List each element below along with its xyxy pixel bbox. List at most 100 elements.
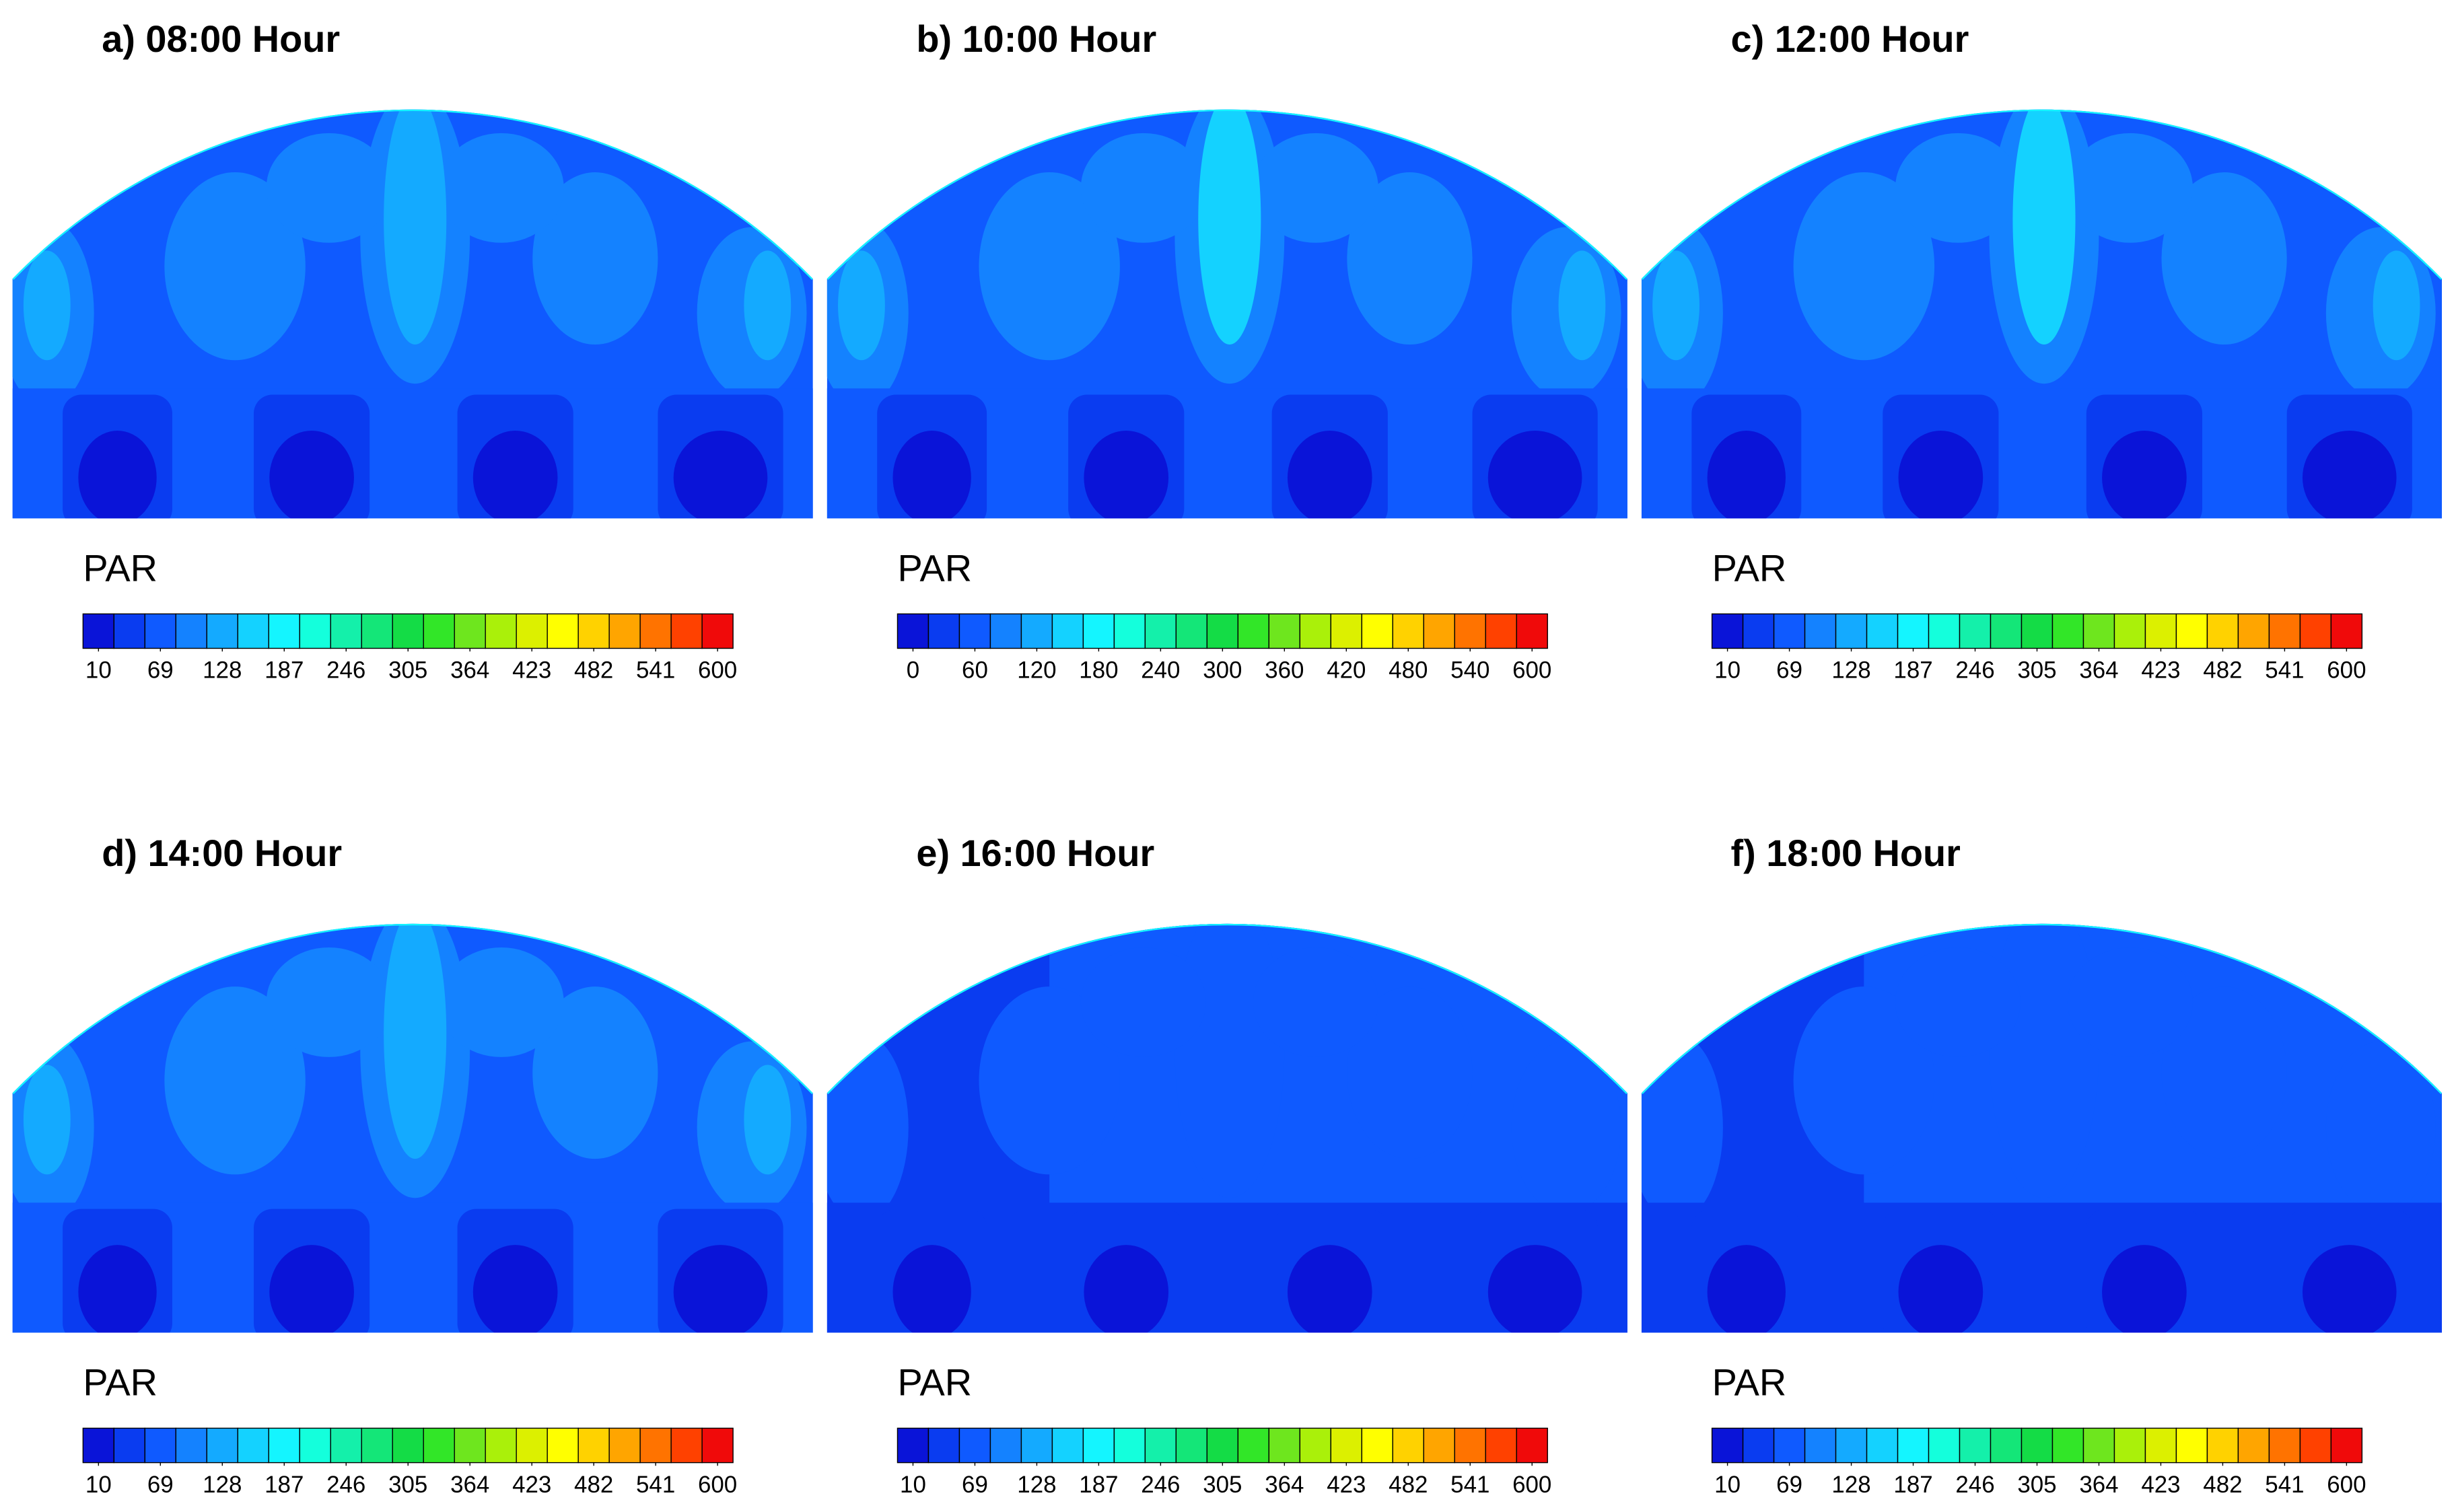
colorbar-segment bbox=[1990, 1427, 2023, 1464]
colorbar-tick-label: 482 bbox=[2203, 1472, 2242, 1498]
colorbar-tick-label: 364 bbox=[2079, 657, 2118, 684]
colorbar-segment bbox=[1268, 613, 1301, 649]
colorbar-segment bbox=[989, 613, 1022, 649]
colorbar-segment bbox=[639, 1427, 672, 1464]
colorbar-segment bbox=[1959, 1427, 1992, 1464]
colorbar-segment bbox=[1082, 613, 1115, 649]
colorbar-segment bbox=[1711, 613, 1744, 649]
colorbar-segment bbox=[927, 1427, 960, 1464]
colorbar-segment bbox=[1742, 613, 1775, 649]
colorbar-segment bbox=[2299, 1427, 2332, 1464]
colorbar-tick-label: 128 bbox=[1831, 1472, 1870, 1498]
field-patch bbox=[1511, 1041, 1621, 1214]
colorbar-segment bbox=[516, 1427, 548, 1464]
field-core bbox=[2302, 431, 2397, 519]
colorbar-segment bbox=[547, 1427, 579, 1464]
colorbar-segment bbox=[1485, 613, 1517, 649]
colorbar-segment bbox=[1020, 613, 1053, 649]
colorbar-segment bbox=[1454, 1427, 1486, 1464]
field-patch bbox=[2373, 250, 2420, 361]
colorbar-tick-label: 305 bbox=[2017, 657, 2056, 684]
colorbar-segment bbox=[1299, 1427, 1332, 1464]
colorbar-segment bbox=[1897, 1427, 1930, 1464]
colorbar-label: PAR bbox=[83, 1361, 157, 1404]
colorbar-segment bbox=[2268, 613, 2301, 649]
colorbar-tick-label: 540 bbox=[1450, 657, 1489, 684]
colorbar-segment bbox=[454, 613, 486, 649]
colorbar-tick-label: 69 bbox=[1776, 657, 1802, 684]
colorbar-label: PAR bbox=[1712, 1361, 1787, 1404]
field-core bbox=[2102, 431, 2187, 519]
colorbar-segment bbox=[2206, 1427, 2239, 1464]
colorbar-segment bbox=[237, 1427, 269, 1464]
contour-field bbox=[827, 109, 1627, 519]
colorbar-tick-label: 246 bbox=[326, 1472, 365, 1498]
colorbar-tick-label: 364 bbox=[2079, 1472, 2118, 1498]
colorbar-tick-label: 541 bbox=[636, 1472, 675, 1498]
colorbar-segment bbox=[175, 613, 207, 649]
colorbar-segment bbox=[547, 613, 579, 649]
field-core bbox=[269, 431, 354, 519]
colorbar-tick-label: 187 bbox=[1893, 657, 1932, 684]
colorbar-segment bbox=[113, 1427, 146, 1464]
colorbar-segment bbox=[1423, 613, 1455, 649]
colorbar-segment bbox=[144, 1427, 177, 1464]
colorbar-segment bbox=[1361, 1427, 1393, 1464]
colorbar-segment bbox=[2051, 1427, 2084, 1464]
colorbar-segment bbox=[330, 1427, 362, 1464]
colorbar-segment bbox=[144, 613, 177, 649]
colorbar-segment bbox=[454, 1427, 486, 1464]
field-patch bbox=[2161, 172, 2287, 345]
colorbar-segment bbox=[1237, 613, 1270, 649]
panel-title: d) 14:00 Hour bbox=[102, 832, 342, 874]
panel-title: f) 18:00 Hour bbox=[1731, 832, 1961, 874]
contour-field bbox=[1641, 109, 2443, 519]
colorbar-segment bbox=[1237, 1427, 1270, 1464]
colorbar-segment bbox=[1113, 613, 1146, 649]
colorbar-tick-label: 187 bbox=[1079, 1472, 1118, 1498]
colorbar-tick-label: 10 bbox=[1714, 657, 1741, 684]
colorbar-segment bbox=[1928, 1427, 1961, 1464]
colorbar-tick-label: 423 bbox=[2141, 657, 2180, 684]
field-core bbox=[1707, 1245, 1786, 1333]
field-patch bbox=[1652, 250, 1699, 361]
colorbar-label: PAR bbox=[897, 546, 972, 589]
field-patch bbox=[1793, 172, 1935, 361]
field-core bbox=[2102, 1245, 2187, 1333]
field-core bbox=[892, 1245, 971, 1333]
field-patch bbox=[164, 986, 306, 1175]
field-patch bbox=[744, 250, 792, 361]
field-patch bbox=[2161, 986, 2287, 1159]
colorbar-segment bbox=[608, 613, 641, 649]
field-patch bbox=[838, 250, 885, 361]
colorbar-segment bbox=[82, 1427, 115, 1464]
field-patch bbox=[2012, 109, 2076, 345]
colorbar-segment bbox=[206, 1427, 238, 1464]
colorbar-tick-label: 10 bbox=[85, 657, 112, 684]
colorbar-segment bbox=[2144, 613, 2177, 649]
field-patch bbox=[1174, 923, 1285, 1198]
colorbar-tick-label: 600 bbox=[1512, 1472, 1551, 1498]
colorbar-segment bbox=[1175, 1427, 1208, 1464]
field-patch bbox=[23, 250, 71, 361]
colorbar-tick-label: 423 bbox=[1327, 1472, 1366, 1498]
colorbar-tick-label: 240 bbox=[1141, 657, 1180, 684]
field-patch bbox=[1080, 133, 1206, 243]
colorbar-segment bbox=[1928, 613, 1961, 649]
colorbar-segment bbox=[1742, 1427, 1775, 1464]
colorbar-tick-label: 364 bbox=[450, 1472, 489, 1498]
colorbar-segment bbox=[670, 613, 703, 649]
colorbar-segment bbox=[82, 613, 115, 649]
colorbar-tick-label: 364 bbox=[450, 657, 489, 684]
field-patch bbox=[438, 133, 564, 243]
colorbar-tick-label: 60 bbox=[962, 657, 988, 684]
colorbar-segment bbox=[330, 613, 362, 649]
colorbar-segment bbox=[1897, 613, 1930, 649]
colorbar-segment bbox=[206, 613, 238, 649]
colorbar-segment bbox=[392, 613, 424, 649]
colorbar-tick-label: 305 bbox=[388, 657, 427, 684]
colorbar-segment bbox=[1516, 1427, 1548, 1464]
colorbar-segment bbox=[1835, 1427, 1868, 1464]
colorbar-tick-label: 69 bbox=[1776, 1472, 1802, 1498]
field-core bbox=[1487, 431, 1582, 519]
